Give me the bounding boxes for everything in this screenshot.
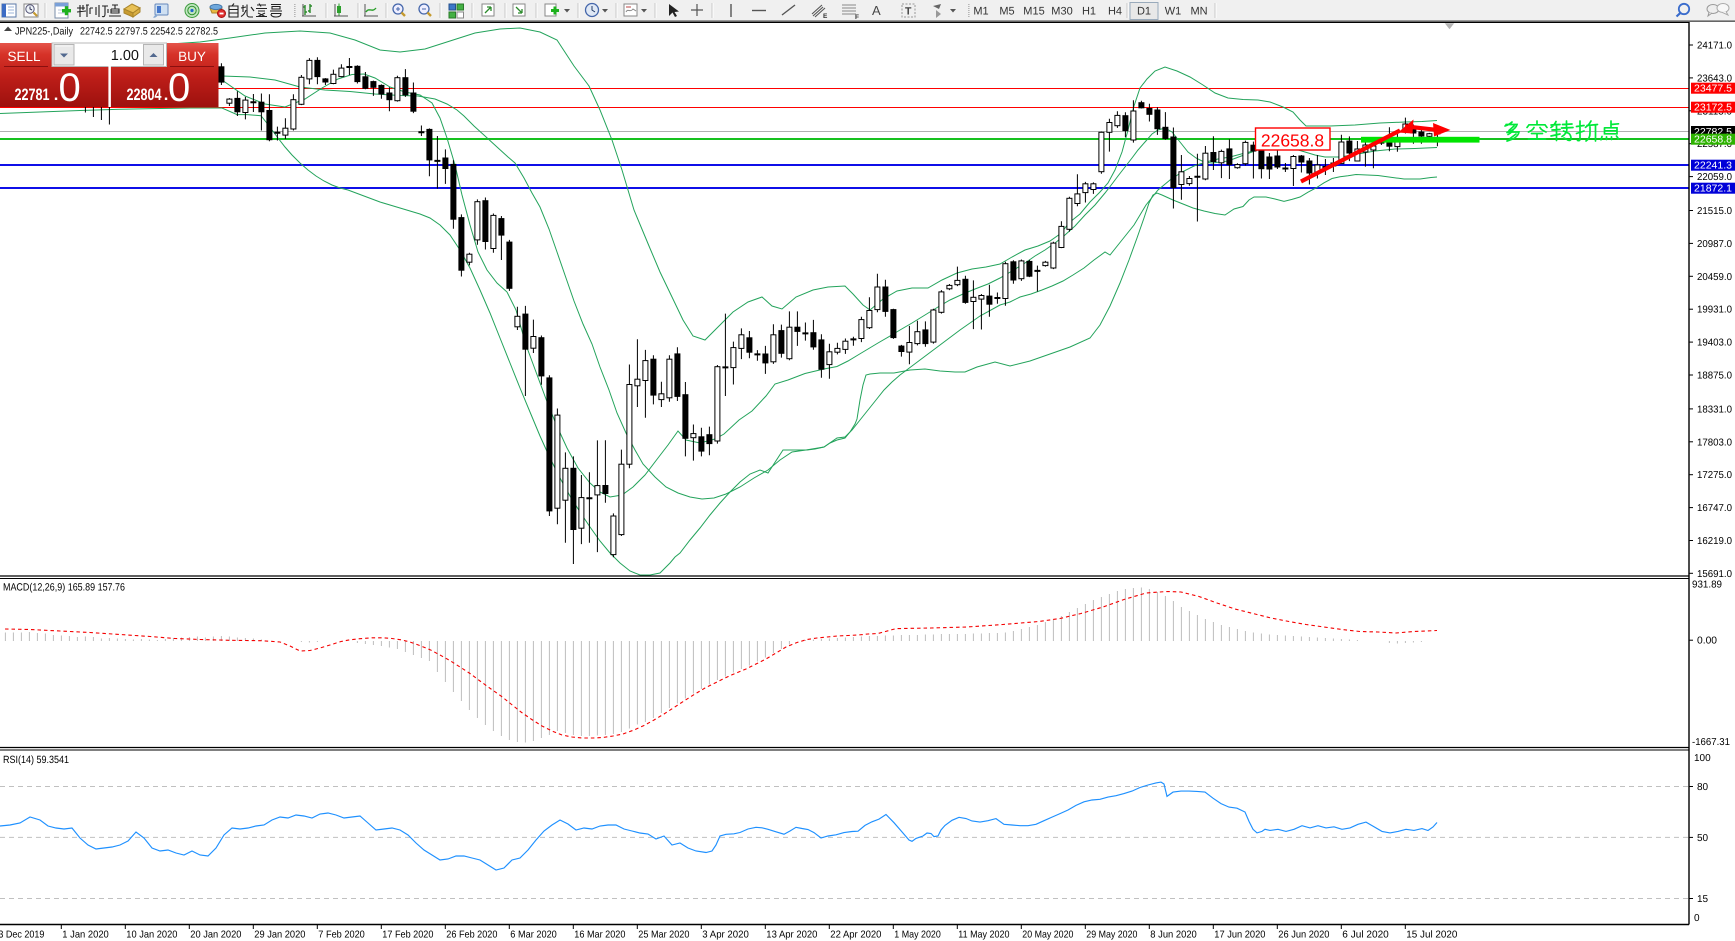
svg-text:16747.0: 16747.0 <box>1697 503 1732 514</box>
svg-text:1 May 2020: 1 May 2020 <box>894 930 941 941</box>
svg-text:20459.0: 20459.0 <box>1697 272 1732 283</box>
svg-text:T: T <box>905 6 912 18</box>
svg-text:6 Mar 2020: 6 Mar 2020 <box>510 930 557 941</box>
svg-text:15691.0: 15691.0 <box>1697 569 1732 580</box>
svg-text:19403.0: 19403.0 <box>1697 338 1732 349</box>
svg-text:20 Jan 2020: 20 Jan 2020 <box>190 930 242 941</box>
svg-text:A: A <box>872 3 881 18</box>
svg-text:H4: H4 <box>1108 6 1122 18</box>
svg-text:-1667.31: -1667.31 <box>1692 737 1730 748</box>
svg-text:BUY: BUY <box>178 49 206 64</box>
svg-text:F: F <box>855 14 859 21</box>
svg-text:22241.3: 22241.3 <box>1694 161 1732 172</box>
svg-text:.: . <box>164 86 169 104</box>
svg-text:21515.0: 21515.0 <box>1697 206 1732 217</box>
svg-text:0: 0 <box>59 66 81 110</box>
svg-text:10 Jan 2020: 10 Jan 2020 <box>126 930 178 941</box>
svg-text:1.00: 1.00 <box>111 48 139 64</box>
svg-text:17803.0: 17803.0 <box>1697 437 1732 448</box>
svg-text:23 Dec 2019: 23 Dec 2019 <box>0 930 45 941</box>
svg-text:22658.8: 22658.8 <box>1261 131 1324 151</box>
svg-text:23172.5: 23172.5 <box>1694 103 1732 114</box>
svg-text:JPN225-,Daily: JPN225-,Daily <box>15 26 74 38</box>
svg-text:.: . <box>54 86 59 104</box>
svg-text:0: 0 <box>168 66 190 110</box>
svg-text:H1: H1 <box>1082 6 1096 18</box>
svg-text:M15: M15 <box>1023 6 1044 18</box>
svg-text:M5: M5 <box>999 6 1014 18</box>
svg-text:3 Apr 2020: 3 Apr 2020 <box>702 930 749 941</box>
svg-text:6 Jul 2020: 6 Jul 2020 <box>1342 930 1389 941</box>
svg-text:23477.5: 23477.5 <box>1694 84 1732 95</box>
svg-text:26 Feb 2020: 26 Feb 2020 <box>446 930 498 941</box>
svg-text:16 Mar 2020: 16 Mar 2020 <box>574 930 626 941</box>
svg-text:22742.5 22797.5 22542.5 22782.: 22742.5 22797.5 22542.5 22782.5 <box>80 26 218 38</box>
svg-text:18331.0: 18331.0 <box>1697 404 1732 415</box>
svg-text:26 Jun 2020: 26 Jun 2020 <box>1278 930 1330 941</box>
svg-text:931.89: 931.89 <box>1692 580 1722 591</box>
svg-text:22 Apr 2020: 22 Apr 2020 <box>830 930 882 941</box>
svg-text:1 Jan 2020: 1 Jan 2020 <box>62 930 109 941</box>
svg-text:SELL: SELL <box>7 49 41 64</box>
svg-text:M1: M1 <box>973 6 988 18</box>
svg-text:0.00: 0.00 <box>1697 636 1717 647</box>
svg-text:MACD(12,26,9) 165.89 157.76: MACD(12,26,9) 165.89 157.76 <box>3 582 125 594</box>
svg-text:21872.1: 21872.1 <box>1694 184 1732 195</box>
svg-text:15: 15 <box>1697 894 1709 905</box>
svg-text:22782.5: 22782.5 <box>1694 127 1732 138</box>
svg-text:0: 0 <box>1694 913 1700 924</box>
svg-text:W1: W1 <box>1165 6 1182 18</box>
svg-text:13 Apr 2020: 13 Apr 2020 <box>766 930 818 941</box>
svg-text:15 Jul 2020: 15 Jul 2020 <box>1406 930 1458 941</box>
svg-text:8 Jun 2020: 8 Jun 2020 <box>1150 930 1197 941</box>
svg-text:22781: 22781 <box>15 86 50 104</box>
svg-text:11 May 2020: 11 May 2020 <box>958 930 1010 941</box>
svg-text:22658.8: 22658.8 <box>1694 135 1732 146</box>
svg-text:RSI(14) 59.3541: RSI(14) 59.3541 <box>3 754 69 766</box>
svg-text:24171.0: 24171.0 <box>1697 41 1732 52</box>
svg-text:22059.0: 22059.0 <box>1697 172 1732 183</box>
svg-text:M30: M30 <box>1051 6 1072 18</box>
svg-text:17 Jun 2020: 17 Jun 2020 <box>1214 930 1266 941</box>
svg-text:E: E <box>823 13 828 20</box>
svg-text:17275.0: 17275.0 <box>1697 470 1732 481</box>
svg-text:7 Feb 2020: 7 Feb 2020 <box>318 930 365 941</box>
svg-text:20987.0: 20987.0 <box>1697 239 1732 250</box>
svg-text:80: 80 <box>1697 782 1709 793</box>
svg-text:D1: D1 <box>1137 6 1151 18</box>
svg-text:29 May 2020: 29 May 2020 <box>1086 930 1138 941</box>
svg-text:19931.0: 19931.0 <box>1697 305 1732 316</box>
svg-text:22804: 22804 <box>127 86 163 104</box>
svg-text:16219.0: 16219.0 <box>1697 536 1732 547</box>
svg-text:17 Feb 2020: 17 Feb 2020 <box>382 930 434 941</box>
svg-text:18875.0: 18875.0 <box>1697 371 1732 382</box>
svg-text:23643.0: 23643.0 <box>1697 73 1732 84</box>
svg-text:MN: MN <box>1190 6 1207 18</box>
svg-text:20 May 2020: 20 May 2020 <box>1022 930 1074 941</box>
svg-text:29 Jan 2020: 29 Jan 2020 <box>254 930 306 941</box>
svg-text:25 Mar 2020: 25 Mar 2020 <box>638 930 690 941</box>
svg-text:50: 50 <box>1697 833 1709 844</box>
svg-text:100: 100 <box>1694 753 1711 764</box>
